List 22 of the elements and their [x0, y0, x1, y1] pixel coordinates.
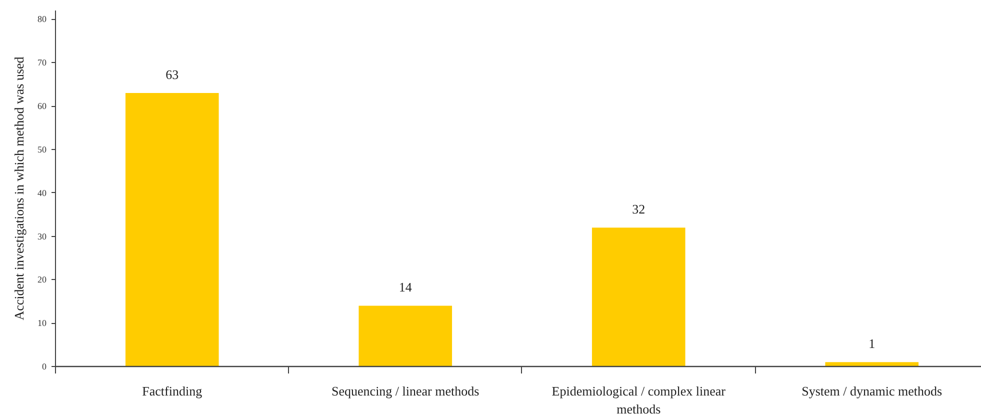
- data-label: 1: [868, 336, 876, 352]
- y-tick-label: 0: [42, 362, 47, 372]
- y-tick-label: 70: [38, 58, 47, 68]
- y-tick-label: 50: [38, 144, 47, 154]
- y-tick-label: 20: [38, 274, 47, 285]
- x-tick-label: Epidemiological / complex linear methods: [552, 384, 726, 416]
- y-tick-label: 40: [38, 188, 47, 198]
- x-tick-label: System / dynamic methods: [802, 384, 942, 398]
- y-tick-label: 10: [38, 318, 47, 328]
- y-axis-title: Accident investigations in which method was used: [12, 56, 26, 320]
- x-tick-label: Sequencing / linear methods: [332, 384, 480, 398]
- y-tick-label: 30: [38, 231, 47, 242]
- bar: [825, 362, 919, 366]
- data-label: 32: [632, 202, 646, 217]
- bar: [125, 92, 219, 366]
- data-label: 63: [166, 66, 179, 82]
- bar: [358, 306, 452, 366]
- data-label: 14: [398, 280, 412, 295]
- x-tick-label: Factfinding: [142, 384, 203, 398]
- y-tick-label: 60: [38, 101, 47, 112]
- bar: [592, 228, 686, 366]
- y-tick-label: 80: [38, 14, 47, 24]
